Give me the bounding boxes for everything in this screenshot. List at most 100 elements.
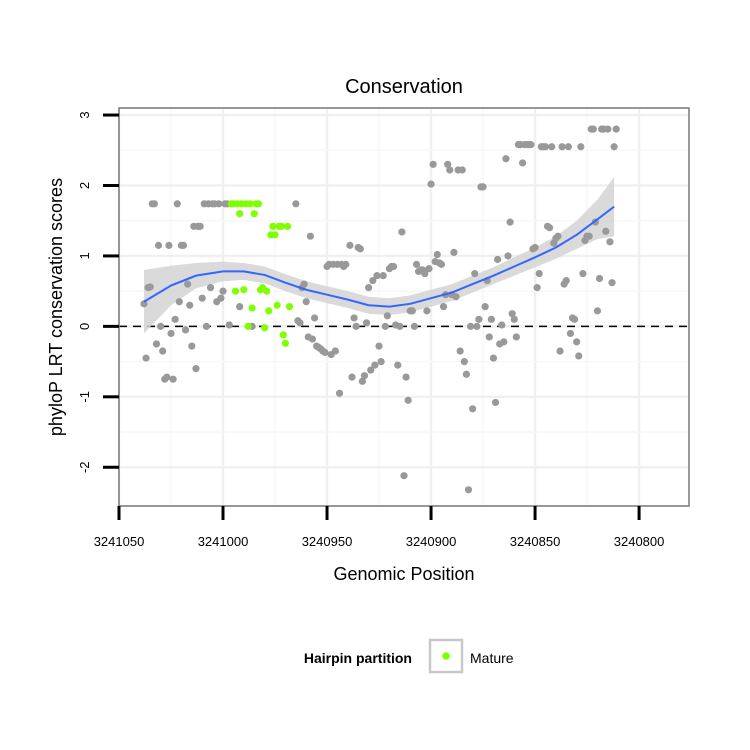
point — [331, 347, 339, 355]
point — [352, 322, 360, 330]
point — [510, 315, 518, 323]
point — [196, 222, 204, 230]
point-mature — [285, 303, 294, 311]
point — [433, 250, 441, 259]
x-axis: 3241050 3241000 3240950 3240900 3240850 32408… — [94, 506, 664, 549]
point — [379, 272, 387, 280]
chart-title: Conservation — [345, 76, 463, 98]
point — [383, 312, 391, 320]
y-tick-label: 3 — [77, 111, 92, 118]
point — [604, 125, 612, 133]
point — [360, 372, 369, 380]
point — [342, 260, 350, 268]
point — [217, 294, 225, 302]
point — [531, 243, 539, 252]
point — [165, 241, 173, 249]
point — [562, 276, 570, 285]
point — [346, 241, 354, 249]
point — [602, 227, 610, 235]
y-tick-label: -2 — [77, 461, 92, 473]
point — [491, 398, 500, 407]
point — [394, 361, 402, 369]
point — [533, 284, 541, 292]
data-points — [140, 125, 620, 494]
point-mature — [283, 222, 292, 230]
point — [371, 361, 379, 369]
point — [427, 180, 435, 188]
point — [535, 269, 543, 278]
point-mature — [248, 304, 256, 312]
point — [512, 333, 520, 341]
smooth-confidence-band — [143, 177, 615, 334]
point — [300, 280, 308, 288]
point — [402, 373, 410, 381]
point — [179, 241, 188, 249]
point-mature — [236, 210, 244, 218]
point — [570, 315, 579, 323]
point — [556, 347, 564, 355]
x-tick-label: 3240900 — [406, 534, 457, 549]
point — [373, 272, 381, 280]
point — [437, 260, 446, 268]
point — [464, 486, 473, 494]
y-tick-label: 0 — [77, 323, 92, 330]
point-mature — [271, 231, 279, 239]
point — [186, 301, 194, 309]
point-mature — [246, 200, 254, 208]
y-axis-title: phyloP LRT conservation scores — [46, 178, 66, 436]
point — [181, 326, 190, 334]
point — [389, 262, 398, 271]
point-mature — [261, 324, 269, 332]
point — [154, 241, 163, 249]
x-tick-label: 3240950 — [302, 534, 353, 549]
point — [202, 322, 210, 330]
point — [558, 143, 566, 151]
legend-label-mature: Mature — [470, 650, 514, 666]
point — [396, 322, 404, 330]
plot-panel — [117, 107, 690, 507]
point — [595, 274, 604, 283]
point — [175, 298, 183, 306]
point — [485, 333, 493, 341]
point — [225, 321, 233, 329]
point — [157, 322, 165, 330]
point — [489, 354, 498, 362]
point — [400, 472, 408, 480]
legend: Hairpin partition Mature — [304, 638, 514, 674]
point — [579, 269, 587, 278]
point — [150, 200, 158, 208]
point — [404, 396, 412, 404]
point — [456, 347, 464, 355]
point-mature — [263, 287, 271, 295]
point — [469, 405, 477, 413]
point — [365, 284, 373, 292]
point — [444, 160, 452, 168]
point — [184, 280, 192, 288]
point — [321, 348, 329, 357]
point — [577, 143, 585, 151]
point — [310, 314, 319, 322]
point — [479, 183, 487, 191]
point — [585, 232, 593, 240]
point — [425, 265, 433, 273]
point — [159, 347, 167, 355]
point-mature — [269, 222, 277, 230]
point — [198, 294, 206, 302]
point — [292, 200, 300, 208]
point — [487, 315, 495, 323]
point — [350, 314, 358, 322]
point — [466, 322, 475, 330]
point — [369, 276, 377, 285]
point — [502, 155, 510, 163]
point — [564, 143, 572, 151]
point — [302, 298, 310, 306]
point — [163, 373, 171, 381]
point — [423, 307, 431, 315]
point — [188, 342, 196, 350]
point-mature — [254, 200, 262, 208]
point — [173, 200, 181, 208]
point — [367, 366, 375, 374]
point — [508, 310, 516, 318]
point — [494, 255, 502, 264]
